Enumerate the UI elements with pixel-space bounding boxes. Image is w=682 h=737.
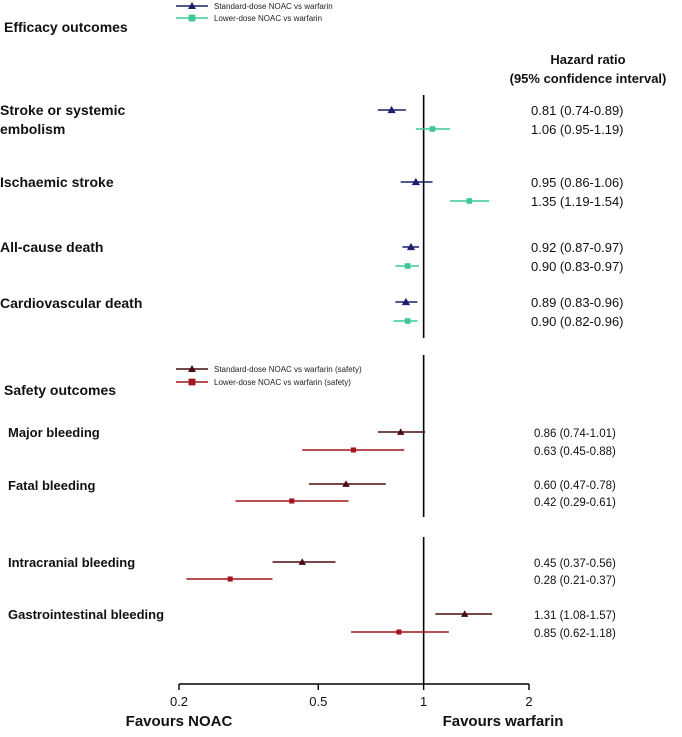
x-tick-label: 0.5 [309,694,327,709]
hr-value-text: 0.42 (0.29-0.61) [534,497,616,509]
outcome-group: Gastrointestinal bleeding 1.31 (1.08-1.57… [8,607,616,640]
x-tick-label: 0.2 [170,694,188,709]
outcome-label: Gastrointestinal bleeding [8,607,164,622]
legend-label-standard: Standard-dose NOAC vs warfarin [214,2,333,11]
x-tick-label: 1 [420,694,427,709]
point-estimate [460,610,469,617]
outcome-group: All-cause death 0.92 (0.87-0.97) 0.90 (0.8… [0,239,624,274]
point-estimate [411,177,420,186]
legend-label-lower: Lower-dose NOAC vs warfarin [214,14,322,23]
point-estimate [387,105,396,114]
point-estimate [429,126,436,132]
x-axis: 0.2 0.5 1 2 Favours NOAC Favours warfarin [126,683,564,730]
favours-warfarin-label: Favours warfarin [443,713,564,730]
hr-value-text: 0.92 (0.87-0.97) [531,240,624,255]
outcome-group: Stroke or systemic embolism 0.81 (0.74-0.8… [0,102,624,137]
point-estimate [404,318,411,324]
point-estimate [342,480,350,487]
hr-value-text: 0.86 (0.74-1.01) [534,428,616,440]
outcome-label: Major bleeding [8,425,100,440]
safety-section-title: Safety outcomes [4,382,116,398]
point-estimate [227,576,233,582]
efficacy-section: Hazard ratio (95% confidence interval) Eff… [0,2,666,338]
hr-header-line1: Hazard ratio [550,52,625,67]
outcome-group: Fatal bleeding 0.60 (0.47-0.78) 0.42 (0.29… [8,478,616,509]
outcome-label: Ischaemic stroke [0,174,114,190]
outcome-group: Intracranial bleeding 0.45 (0.37-0.56) 0.2… [8,555,616,587]
hr-value-text: 0.60 (0.47-0.78) [534,480,616,492]
outcome-label: embolism [0,121,65,137]
outcome-label: All-cause death [0,239,103,255]
point-estimate [289,498,295,504]
legend-triangle-icon [188,2,196,9]
hr-value-text: 0.45 (0.37-0.56) [534,558,616,570]
outcome-label: Cardiovascular death [0,295,142,311]
outcome-group: Major bleeding 0.86 (0.74-1.01) 0.63 (0.45… [8,425,616,458]
hr-value-text: 0.95 (0.86-1.06) [531,175,624,190]
point-estimate [298,558,307,565]
legend-square-icon [188,14,196,22]
point-estimate [401,297,411,306]
efficacy-section-title: Efficacy outcomes [4,19,128,35]
point-estimate [350,447,356,453]
point-estimate [466,198,473,204]
outcome-label: Intracranial bleeding [8,555,135,570]
point-estimate [396,428,405,435]
point-estimate [406,242,416,251]
hr-value-text: 0.89 (0.83-0.96) [531,295,624,310]
outcome-label: Fatal bleeding [8,478,95,493]
x-tick-label: 2 [525,694,532,709]
hr-value-text: 0.90 (0.83-0.97) [531,259,624,274]
point-estimate [396,629,402,635]
safety-section: Safety outcomes Standard-dose NOAC vs war… [4,355,616,684]
legend-label-standard: Standard-dose NOAC vs warfarin (safety) [214,365,362,374]
outcome-group: Ischaemic stroke 0.95 (0.86-1.06) 1.35 (1.… [0,174,624,209]
hr-header-line2: (95% confidence interval) [510,71,667,86]
hr-value-text: 0.81 (0.74-0.89) [531,103,624,118]
legend-square-icon [188,378,196,386]
hr-value-text: 0.85 (0.62-1.18) [534,628,616,640]
hr-value-text: 1.06 (0.95-1.19) [531,122,624,137]
favours-noac-label: Favours NOAC [126,713,233,730]
hr-value-text: 1.35 (1.19-1.54) [531,194,624,209]
point-estimate [404,263,411,269]
hr-value-text: 0.63 (0.45-0.88) [534,446,616,458]
legend-label-lower: Lower-dose NOAC vs warfarin (safety) [214,378,351,387]
outcome-group: Cardiovascular death 0.89 (0.83-0.96) 0.90… [0,295,624,329]
hr-value-text: 1.31 (1.08-1.57) [534,610,616,622]
hr-value-text: 0.28 (0.21-0.37) [534,575,616,587]
hr-value-text: 0.90 (0.82-0.96) [531,314,624,329]
outcome-label: Stroke or systemic [0,102,125,118]
legend-triangle-icon [188,365,196,372]
